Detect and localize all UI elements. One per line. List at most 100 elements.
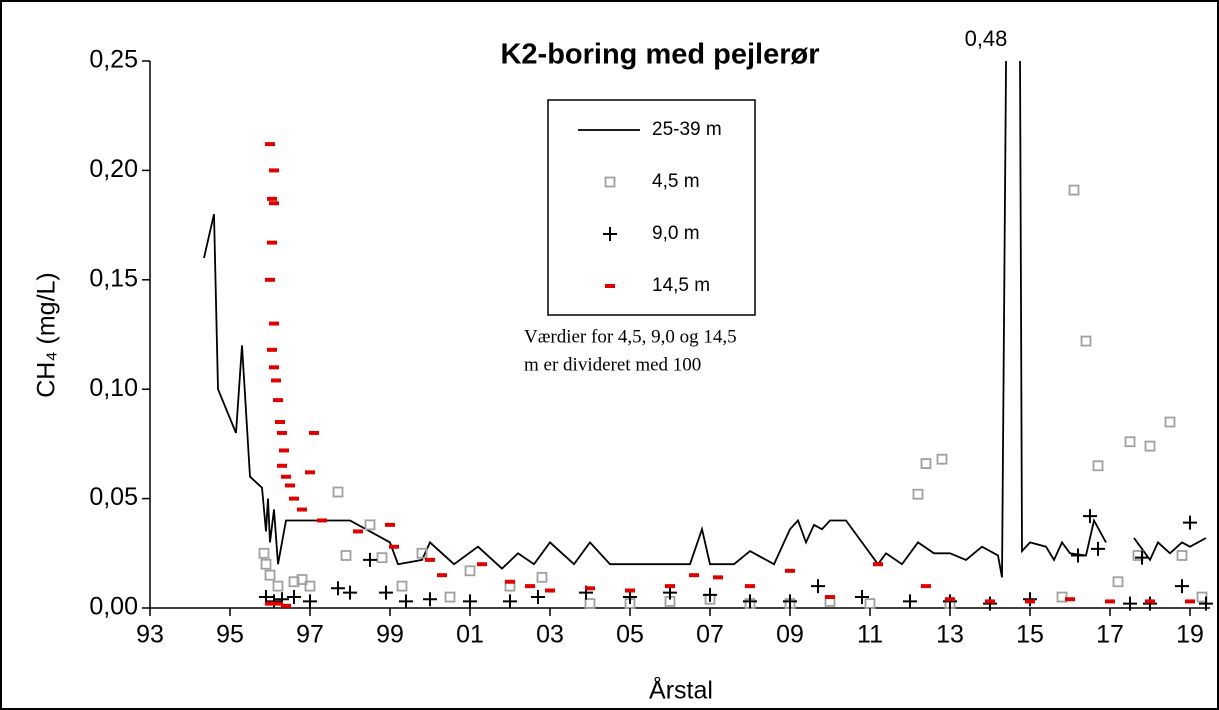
plus-marker (703, 587, 717, 602)
dash-marker (267, 240, 277, 245)
dash-marker (273, 398, 283, 403)
dash-marker (269, 201, 279, 206)
dash-marker (267, 196, 277, 201)
x-tick-label: 97 (296, 621, 324, 649)
square-marker (1080, 335, 1092, 347)
dash-marker (477, 562, 487, 567)
plus-marker (1135, 550, 1149, 565)
dash-marker (265, 277, 275, 282)
square-marker (264, 569, 276, 581)
square-marker (260, 558, 272, 570)
plus-marker (463, 594, 477, 609)
dash-marker (1025, 599, 1035, 604)
square-marker (304, 580, 316, 592)
plus-marker (503, 594, 517, 609)
square-marker (288, 576, 300, 588)
plus-marker (1123, 596, 1137, 611)
square-marker (376, 552, 388, 564)
square-marker (464, 565, 476, 577)
plus-marker (903, 594, 917, 609)
x-tick-label: 09 (776, 621, 804, 649)
x-tick-label: 15 (1016, 621, 1044, 649)
plus-marker (1083, 509, 1097, 524)
x-tick-label: 93 (136, 621, 164, 649)
square-marker (364, 519, 376, 531)
line-series (203, 61, 1207, 578)
square-marker (936, 453, 948, 465)
dash-marker (279, 448, 289, 453)
square-marker (340, 550, 352, 561)
y-axis-label: CH₄ (mg/L) (33, 272, 61, 398)
note: Værdier for 4,5, 9,0 og 14,5 (524, 326, 737, 347)
square-marker (444, 591, 456, 603)
dash-marker (665, 584, 675, 589)
plus-marker (811, 579, 825, 594)
plus-marker (363, 552, 377, 567)
plus-marker (423, 592, 437, 607)
dash-marker (1105, 599, 1115, 604)
dash-marker (281, 474, 291, 479)
square-marker (396, 580, 408, 592)
y-tick-label: 0,25 (89, 46, 138, 74)
plus-marker (399, 594, 413, 609)
dash-marker (297, 507, 307, 512)
dash-marker (271, 378, 281, 383)
dash-marker (437, 573, 447, 578)
dash-marker (585, 586, 595, 591)
square-marker (920, 458, 932, 469)
dash-marker (921, 584, 931, 589)
square-marker (1068, 184, 1080, 196)
dash-marker (945, 597, 955, 602)
square-marker (864, 598, 876, 610)
dash-marker (317, 518, 327, 523)
dash-marker (265, 601, 275, 606)
plot-area (203, 61, 1213, 611)
x-tick-label: 95 (216, 621, 244, 649)
dash-marker (425, 557, 435, 562)
plus-marker (1143, 596, 1157, 611)
dash-marker (281, 603, 291, 608)
plus-marker (743, 594, 757, 609)
x-tick-label: 17 (1096, 621, 1124, 649)
plus-marker (1023, 592, 1037, 607)
y-tick-label: 0,00 (89, 593, 138, 621)
y-tick-label: 0,05 (89, 483, 138, 511)
square-marker (416, 547, 428, 559)
square-marker (1124, 436, 1136, 448)
note: m er divideret med 100 (524, 354, 701, 375)
square-marker (1112, 576, 1124, 588)
plus-marker (1183, 515, 1197, 530)
square-marker (1176, 550, 1188, 561)
dash-marker (277, 430, 287, 435)
x-tick-label: 01 (456, 621, 484, 649)
square-marker (1164, 416, 1176, 428)
x-tick-label: 19 (1176, 621, 1204, 649)
legend-label: 25-39 m (652, 119, 722, 140)
x-tick-label: 03 (536, 621, 564, 649)
spike-annotation: 0,48 (965, 26, 1008, 51)
dash-marker (305, 470, 315, 475)
plus-marker (1175, 579, 1189, 594)
square-marker (536, 571, 548, 583)
dash-marker (285, 483, 295, 488)
square-marker (604, 176, 616, 188)
dash-marker (785, 568, 795, 573)
dash-marker (1145, 599, 1155, 604)
x-tick-label: 05 (616, 621, 644, 649)
plus-marker (943, 594, 957, 609)
x-tick-label: 07 (696, 621, 724, 649)
legend-label: 9,0 m (652, 223, 700, 244)
dash-marker (389, 544, 399, 549)
dash-marker (277, 463, 287, 468)
square-marker (272, 580, 284, 592)
legend-label: 14,5 m (652, 275, 710, 296)
dash-marker (985, 599, 995, 604)
dash-marker (273, 601, 283, 606)
legend-label: 4,5 m (652, 171, 700, 192)
y-tick-label: 0,10 (89, 374, 138, 402)
dash-marker (625, 588, 635, 593)
plus-marker (603, 227, 617, 241)
dash-marker (1065, 597, 1075, 602)
dash-marker (1185, 599, 1195, 604)
